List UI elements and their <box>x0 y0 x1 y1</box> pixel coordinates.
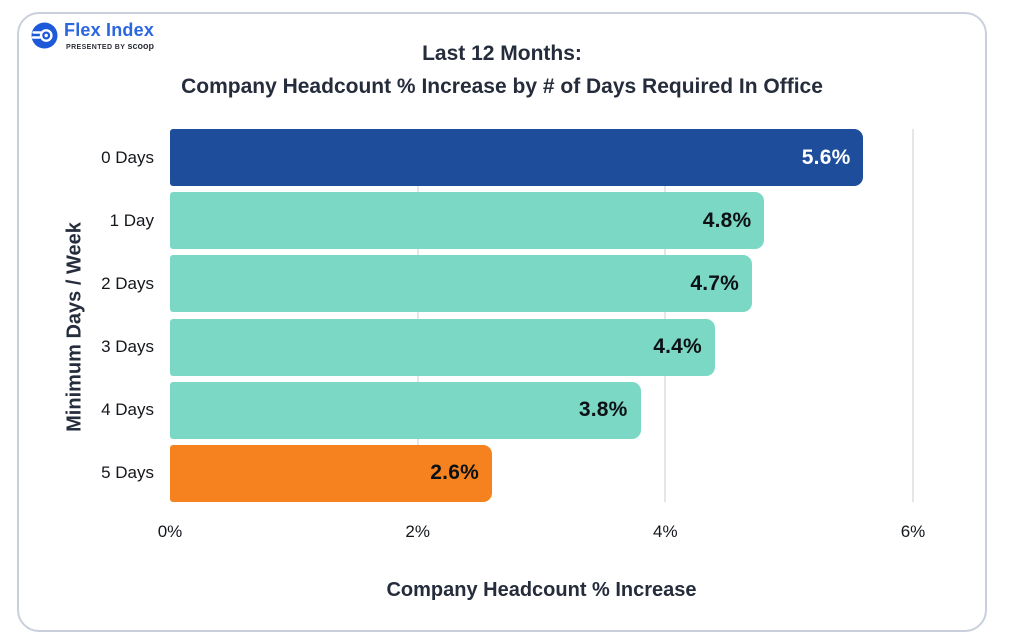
bar-value-label: 4.7% <box>690 271 740 295</box>
category-label: 4 Days <box>101 400 154 420</box>
category-label: 0 Days <box>101 147 154 167</box>
bar-value-label: 3.8% <box>578 398 628 422</box>
category-label: 1 Day <box>109 210 154 230</box>
chart-title-line1: Last 12 Months: <box>422 42 582 65</box>
bar-value-label: 4.4% <box>653 335 702 359</box>
x-tick-label: 4% <box>653 522 678 541</box>
plot-area: 5.6% 4.8% 4.7% 4.4% 3.8% 2.6% <box>170 129 914 502</box>
y-axis-category-labels: 0 Days 1 Day 2 Days 3 Days 4 Days 5 Days <box>19 129 154 502</box>
bar-row: 3.8% <box>170 381 913 439</box>
bar-row: 4.4% <box>170 318 913 376</box>
chart-title-line2: Company Headcount % Increase by # of Day… <box>181 75 823 98</box>
x-tick-label: 2% <box>405 522 430 541</box>
bar-value-label: 4.8% <box>702 208 752 232</box>
category-label: 5 Days <box>101 463 154 483</box>
chart-title: Last 12 Months: Company Headcount % Incr… <box>19 37 985 103</box>
bar: 5.6% <box>170 129 864 186</box>
logo-brand: Flex Index <box>64 20 155 40</box>
logo-text: Flex Index PRESENTED BY scoop <box>64 20 154 51</box>
x-axis-tick-labels: 0% 2% 4% 6% <box>158 519 926 543</box>
gridline <box>416 129 419 502</box>
bar-value-label: 5.6% <box>801 145 851 169</box>
bar: 3.8% <box>170 381 641 439</box>
bar-row: 4.7% <box>170 255 913 313</box>
presenter-wordmark: scoop <box>127 41 155 51</box>
presented-by-text: PRESENTED BY <box>66 44 126 51</box>
x-tick-label: 0% <box>157 522 183 541</box>
flex-index-icon <box>31 22 58 49</box>
bar-row: 4.8% <box>170 192 913 250</box>
category-label: 2 Days <box>101 273 154 293</box>
bar: 4.7% <box>170 255 753 313</box>
bar: 4.8% <box>170 192 765 250</box>
chart-card: Flex Index PRESENTED BY scoop Last 12 Mo… <box>17 12 987 632</box>
bar: 2.6% <box>170 444 492 502</box>
x-tick-label: 6% <box>900 522 926 541</box>
x-axis-title: Company Headcount % Increase <box>386 579 697 601</box>
category-label: 3 Days <box>101 337 154 357</box>
flex-index-logo: Flex Index PRESENTED BY scoop <box>31 20 154 51</box>
bar-value-label: 2.6% <box>430 461 479 485</box>
logo-presented-by: PRESENTED BY scoop <box>64 41 154 51</box>
bar-row: 5.6% <box>170 129 913 186</box>
bar: 4.4% <box>170 318 715 376</box>
gridline <box>664 129 667 502</box>
bars-container: 5.6% 4.8% 4.7% 4.4% 3.8% 2.6% <box>170 129 913 502</box>
bar-row: 2.6% <box>170 444 913 502</box>
gridline <box>912 129 914 502</box>
